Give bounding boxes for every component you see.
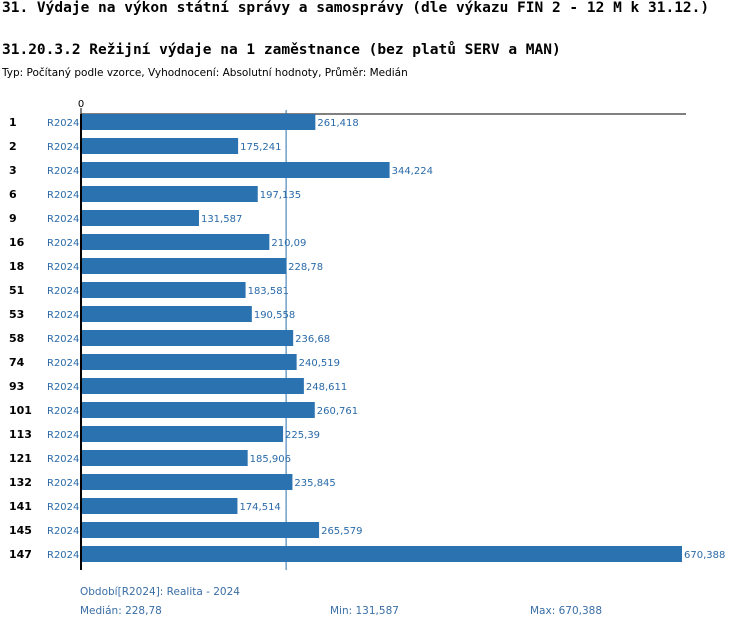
value-label: 175,241 — [240, 142, 281, 153]
bar — [81, 474, 293, 490]
value-label: 197,135 — [260, 190, 301, 201]
value-label: 248,611 — [306, 382, 347, 393]
value-label: 240,519 — [299, 358, 340, 369]
category-label: 18 — [9, 260, 24, 273]
value-label: 261,418 — [317, 118, 358, 129]
max-value: Max: 670,388 — [530, 605, 603, 617]
bar — [81, 330, 294, 346]
category-label: 9 — [9, 212, 17, 225]
bar — [81, 258, 287, 274]
value-label: 236,68 — [295, 334, 330, 345]
series-label: R2024 — [47, 430, 79, 441]
category-label: 101 — [9, 404, 32, 417]
value-label: 344,224 — [392, 166, 433, 177]
bar — [81, 426, 284, 442]
value-label: 228,78 — [288, 262, 323, 273]
chart-title: 31.20.3.2 Režijní výdaje na 1 zaměstnanc… — [2, 42, 561, 58]
category-label: 2 — [9, 140, 17, 153]
period-legend: Období[R2024]: Realita - 2024 — [80, 586, 240, 598]
series-label: R2024 — [47, 502, 79, 513]
series-label: R2024 — [47, 310, 79, 321]
category-label: 51 — [9, 284, 24, 297]
chart-subtitle: Typ: Počítaný podle vzorce, Vyhodnocení:… — [2, 67, 408, 79]
axis-zero-label: 0 — [78, 99, 84, 110]
category-label: 113 — [9, 428, 32, 441]
value-label: 265,579 — [321, 526, 362, 537]
category-label: 16 — [9, 236, 25, 249]
bar — [81, 498, 238, 514]
value-label: 225,39 — [285, 430, 320, 441]
bar — [81, 186, 258, 202]
category-label: 145 — [9, 524, 32, 537]
category-label: 121 — [9, 452, 32, 465]
category-label: 6 — [9, 188, 17, 201]
bar — [81, 306, 252, 322]
series-label: R2024 — [47, 286, 79, 297]
series-label: R2024 — [47, 166, 79, 177]
category-label: 141 — [9, 500, 32, 513]
series-label: R2024 — [47, 142, 79, 153]
bar — [81, 210, 199, 226]
bar — [81, 114, 316, 130]
value-label: 235,845 — [294, 478, 335, 489]
category-label: 1 — [9, 116, 17, 129]
series-label: R2024 — [47, 454, 79, 465]
min-value: Min: 131,587 — [330, 605, 399, 617]
value-label: 190,558 — [254, 310, 295, 321]
bar — [81, 162, 390, 178]
value-label: 174,514 — [239, 502, 280, 513]
series-label: R2024 — [47, 550, 79, 561]
category-label: 93 — [9, 380, 24, 393]
value-label: 260,761 — [317, 406, 358, 417]
page-title: 31. Výdaje na výkon státní správy a samo… — [2, 0, 710, 16]
series-label: R2024 — [47, 358, 79, 369]
series-label: R2024 — [47, 262, 79, 273]
category-label: 74 — [9, 356, 25, 369]
bar — [81, 138, 239, 154]
series-label: R2024 — [47, 406, 79, 417]
category-label: 53 — [9, 308, 24, 321]
bar — [81, 450, 248, 466]
category-label: 3 — [9, 164, 17, 177]
value-label: 183,581 — [248, 286, 289, 297]
bar — [81, 282, 246, 298]
value-label: 670,388 — [684, 550, 725, 561]
bar — [81, 546, 682, 562]
series-label: R2024 — [47, 190, 79, 201]
bar — [81, 522, 320, 538]
value-label: 131,587 — [201, 214, 242, 225]
series-label: R2024 — [47, 214, 79, 225]
category-label: 132 — [9, 476, 32, 489]
bar — [81, 234, 270, 250]
median-value: Medián: 228,78 — [80, 605, 162, 617]
category-label: 58 — [9, 332, 24, 345]
bar — [81, 354, 297, 370]
series-label: R2024 — [47, 526, 79, 537]
series-label: R2024 — [47, 382, 79, 393]
value-label: 185,906 — [250, 454, 291, 465]
series-label: R2024 — [47, 478, 79, 489]
bar — [81, 402, 315, 418]
bar — [81, 378, 304, 394]
series-label: R2024 — [47, 334, 79, 345]
category-label: 147 — [9, 548, 32, 561]
series-label: R2024 — [47, 118, 79, 129]
value-label: 210,09 — [271, 238, 306, 249]
series-label: R2024 — [47, 238, 79, 249]
